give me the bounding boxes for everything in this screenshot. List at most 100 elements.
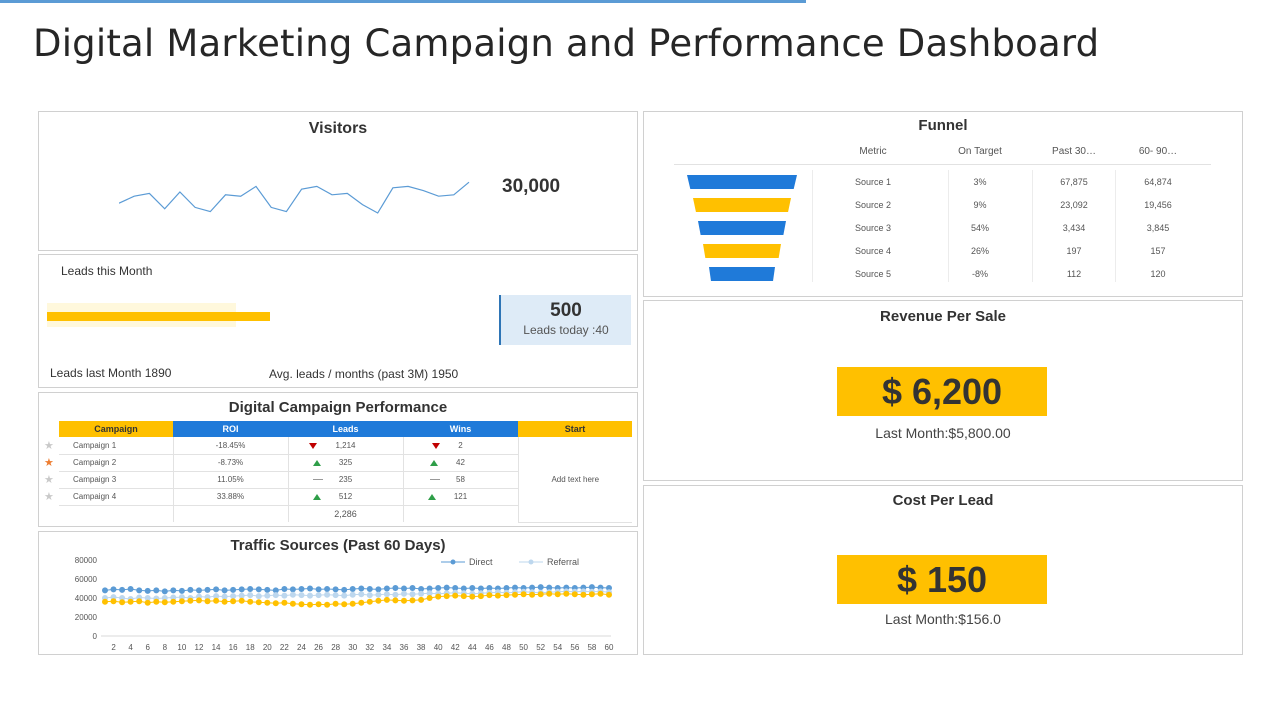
- traffic-point: [409, 591, 416, 598]
- funnel-header: On Target: [958, 146, 1002, 157]
- campaign-header-name: Campaign: [59, 421, 173, 437]
- leads-last-month: Leads last Month 1890: [50, 366, 172, 380]
- traffic-point: [196, 587, 202, 594]
- revenue-last-month: Last Month:$5,800.00: [875, 425, 1011, 441]
- traffic-point: [298, 586, 305, 592]
- traffic-point: [443, 584, 450, 591]
- campaign-name: Campaign 2: [59, 454, 174, 472]
- funnel-panel: Funnel Metric On Target Past 30… 60- 90… Sou…: [643, 111, 1243, 297]
- traffic-point: [409, 597, 416, 604]
- campaign-row: Campaign 2 -8.73% 325 42: [59, 454, 632, 472]
- traffic-point: [588, 591, 595, 598]
- traffic-point: [512, 584, 518, 591]
- traffic-point: [563, 590, 570, 597]
- traffic-point: [546, 590, 553, 597]
- traffic-y-tick-label: 80000: [75, 556, 98, 565]
- traffic-point: [110, 594, 117, 601]
- traffic-x-tick-label: 16: [229, 643, 238, 652]
- campaign-name: Campaign 4: [59, 488, 174, 506]
- funnel-header: 60- 90…: [1138, 146, 1178, 157]
- traffic-x-tick-label: 40: [434, 643, 443, 652]
- traffic-x-tick-label: 30: [348, 643, 357, 652]
- campaign-star-icon[interactable]: ★: [44, 457, 54, 469]
- traffic-point: [315, 586, 322, 593]
- traffic-point: [102, 587, 108, 594]
- leads-progress-bar: [47, 312, 271, 321]
- traffic-point: [307, 592, 313, 599]
- traffic-x-tick-label: 44: [468, 643, 477, 652]
- traffic-x-tick-label: 26: [314, 643, 323, 652]
- traffic-point: [392, 585, 399, 591]
- campaign-row: Campaign 3 11.05% 235 58: [59, 471, 632, 489]
- campaign-total-leads: 2,286: [288, 505, 404, 522]
- traffic-point: [529, 584, 536, 591]
- traffic-point: [178, 598, 185, 605]
- traffic-point: [213, 597, 220, 604]
- traffic-point: [469, 585, 476, 591]
- traffic-point: [264, 599, 271, 606]
- traffic-point: [289, 600, 296, 607]
- traffic-x-tick-label: 8: [163, 643, 168, 652]
- traffic-point: [358, 599, 365, 606]
- traffic-point: [272, 587, 279, 594]
- traffic-point: [161, 588, 168, 595]
- traffic-legend-label: Direct: [469, 557, 493, 567]
- cost-value: $ 150: [837, 555, 1047, 604]
- campaign-roi: -18.45%: [173, 437, 289, 455]
- funnel-cell-metric: Source 2: [854, 200, 892, 210]
- traffic-point: [153, 598, 160, 605]
- traffic-x-tick-label: 58: [587, 643, 596, 652]
- funnel-cell-past30: 3,434: [1062, 223, 1086, 233]
- funnel-cell-past30: 197: [1066, 246, 1082, 256]
- traffic-point: [418, 596, 425, 603]
- traffic-x-tick-label: 50: [519, 643, 528, 652]
- funnel-column-divider: [812, 170, 813, 282]
- traffic-point: [375, 586, 382, 593]
- traffic-point: [494, 592, 501, 599]
- campaign-leads: 325: [338, 458, 353, 467]
- traffic-x-tick-label: 42: [451, 643, 460, 652]
- traffic-x-tick-label: 46: [485, 643, 494, 652]
- leads-today-value: 500: [550, 300, 582, 321]
- traffic-point: [341, 586, 348, 593]
- traffic-point: [520, 591, 527, 598]
- traffic-point: [349, 586, 356, 592]
- traffic-x-tick-label: 56: [570, 643, 579, 652]
- leads-today-card: 500 Leads today :40: [499, 295, 631, 345]
- campaign-star-icon[interactable]: ★: [44, 474, 54, 486]
- visitors-value: 30,000: [502, 176, 561, 197]
- traffic-point: [102, 598, 108, 605]
- traffic-point: [110, 586, 117, 593]
- campaign-star-icon[interactable]: ★: [44, 440, 54, 452]
- funnel-cell-past60-90: 120: [1150, 269, 1166, 279]
- campaign-name: Campaign 3: [59, 471, 174, 489]
- funnel-cell-past30: 67,875: [1060, 177, 1088, 187]
- campaign-star-icon[interactable]: ★: [44, 491, 54, 503]
- campaign-panel: Digital Campaign Performance Campaign RO…: [38, 392, 638, 527]
- leads-today-label: Leads today :40: [523, 323, 609, 337]
- traffic-point: [401, 585, 407, 592]
- traffic-point: [238, 592, 245, 599]
- traffic-point: [281, 586, 288, 592]
- traffic-point: [153, 587, 160, 594]
- traffic-point: [315, 592, 322, 599]
- trend-up-icon: [312, 493, 321, 500]
- traffic-point: [127, 586, 134, 592]
- funnel-column-divider: [948, 170, 949, 282]
- traffic-point: [238, 597, 245, 604]
- traffic-point: [161, 599, 168, 606]
- traffic-point: [418, 586, 425, 592]
- campaign-title: Digital Campaign Performance: [228, 399, 448, 416]
- traffic-point: [196, 597, 202, 604]
- campaign-roi: 33.88%: [173, 488, 289, 506]
- traffic-x-tick-label: 54: [553, 643, 562, 652]
- leads-panel: Leads this Month 500 Leads today :40 Lea…: [38, 254, 638, 388]
- traffic-point: [409, 585, 416, 591]
- traffic-legend-label: Referral: [547, 557, 579, 567]
- campaign-header-start: Start: [518, 421, 632, 437]
- traffic-point: [383, 591, 390, 598]
- campaign-header-leads: Leads: [288, 421, 403, 437]
- campaign-wins: 2: [458, 440, 463, 450]
- campaign-leads: 235: [338, 475, 353, 484]
- traffic-y-tick-label: 40000: [75, 594, 98, 603]
